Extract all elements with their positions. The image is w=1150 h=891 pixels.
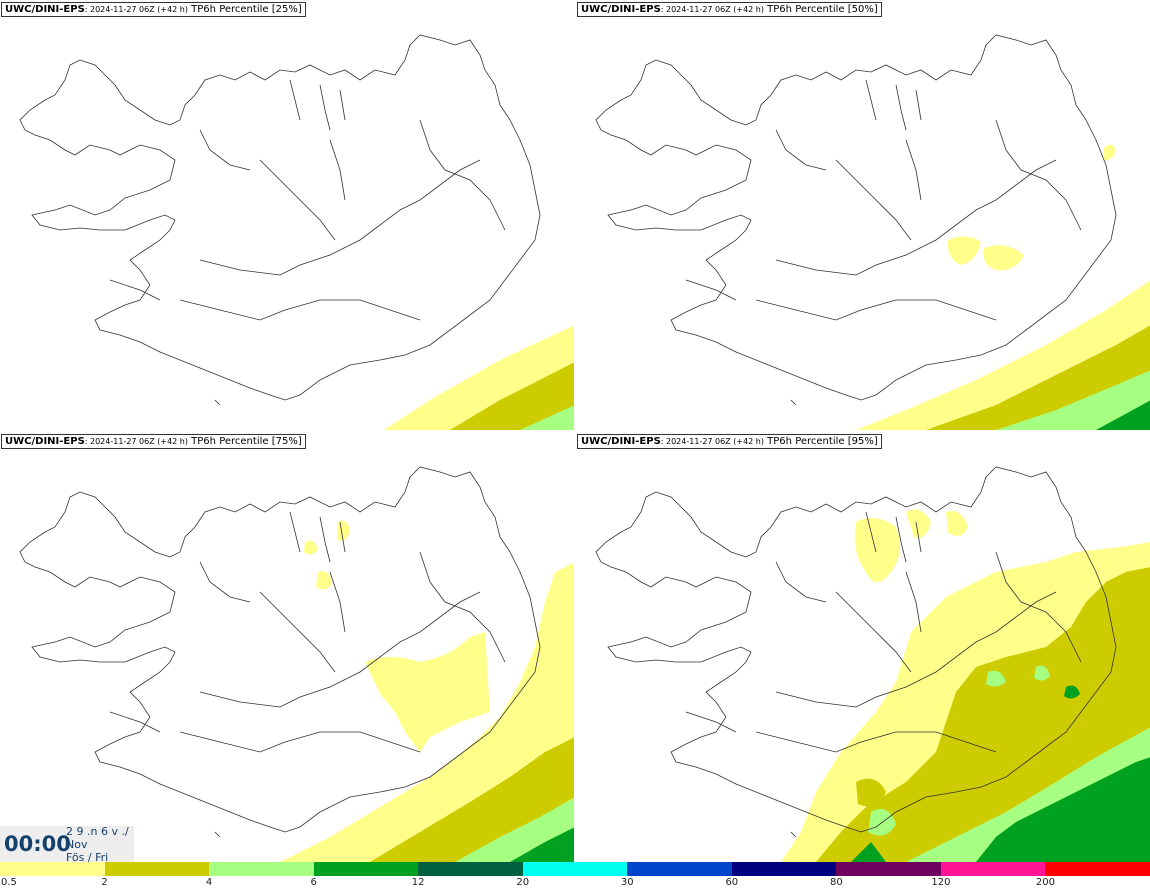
panel-title: UWC/DINI-EPS: 2024-11-27 06Z (+42 h) TP6… xyxy=(577,434,882,449)
panel-title: UWC/DINI-EPS: 2024-11-27 06Z (+42 h) TP6… xyxy=(1,434,306,449)
iceland-coastline-map xyxy=(19,34,541,406)
map-panel-p25: UWC/DINI-EPS: 2024-11-27 06Z (+42 h) TP6… xyxy=(0,0,575,430)
colorbar-segment xyxy=(104,862,210,876)
precip-map xyxy=(19,34,575,430)
precip-green-area xyxy=(976,757,1150,862)
valid-time: 00:00 xyxy=(4,832,71,856)
precip-lightgreen-patch xyxy=(986,670,1006,687)
precip-darkgreen-patch xyxy=(1064,685,1080,699)
colorbar-segment xyxy=(522,862,628,876)
valid-day: 2 9 .n 6 v ./ xyxy=(66,825,129,838)
precip-yellow-patch xyxy=(338,520,350,541)
valid-weekday: Fös / Fri xyxy=(66,852,109,862)
colorbar-ticks: 0.5 2 4 6 12 20 30 60 80 120 200 xyxy=(0,877,1150,891)
colorbar-segment xyxy=(731,862,837,876)
precip-yellow-patch xyxy=(304,540,318,555)
panel-title: UWC/DINI-EPS: 2024-11-27 06Z (+42 h) TP6… xyxy=(1,2,306,17)
precip-yellow-area xyxy=(365,632,490,752)
colorbar-tick-label: 60 xyxy=(725,877,739,888)
colorbar-tick-label: 30 xyxy=(620,877,634,888)
map-panel-p95: UWC/DINI-EPS: 2024-11-27 06Z (+42 h) TP6… xyxy=(576,432,1150,862)
precip-green-area xyxy=(510,827,575,862)
precip-yellow-patch xyxy=(854,518,900,582)
precip-green-area xyxy=(1096,400,1150,430)
precip-olive-area xyxy=(450,362,575,430)
colorbar-tick-label: 200 xyxy=(1035,877,1055,888)
precip-yellow-patch xyxy=(316,571,332,590)
colorbar-tick-label: 20 xyxy=(516,877,530,888)
colorbar-tick-label: 12 xyxy=(411,877,425,888)
colorbar-segment xyxy=(209,862,314,876)
precip-yellow-patch xyxy=(906,509,931,538)
map-panel-p75: UWC/DINI-EPS: 2024-11-27 06Z (+42 h) TP6… xyxy=(0,432,575,862)
colorbar-segment xyxy=(940,862,1046,876)
precip-olive-patch xyxy=(856,778,886,807)
precip-yellow-patch xyxy=(1104,144,1116,161)
colorbar-tick-label: 2 xyxy=(101,877,108,888)
precip-lightgreen-area xyxy=(996,370,1150,430)
precip-map xyxy=(595,466,1150,862)
precip-map xyxy=(595,34,1150,430)
precip-lightgreen-area xyxy=(520,405,575,430)
colorbar-tick-label: 120 xyxy=(931,877,951,888)
colorbar-segment xyxy=(836,862,941,876)
colorbar-tick-label: 4 xyxy=(205,877,213,888)
colorbar-segment xyxy=(313,862,419,876)
precip-yellow-patch xyxy=(946,511,968,536)
precip-colorbar xyxy=(0,862,1150,876)
colorbar-segment xyxy=(627,862,732,876)
map-panel-p50: UWC/DINI-EPS: 2024-11-27 06Z (+42 h) TP6… xyxy=(576,0,1150,430)
colorbar-tick-label: 80 xyxy=(829,877,843,888)
panel-title: UWC/DINI-EPS: 2024-11-27 06Z (+42 h) TP6… xyxy=(577,2,882,17)
panel-divider xyxy=(574,0,576,862)
colorbar-segment xyxy=(418,862,523,876)
valid-month: Nov xyxy=(66,838,88,851)
precip-map xyxy=(19,466,575,862)
valid-time-box: 00:00 2 9 .n 6 v ./ Nov Fös / Fri xyxy=(0,826,134,862)
colorbar-segment xyxy=(0,862,105,876)
colorbar-tick-label: 0.5 xyxy=(1,877,17,888)
precip-lightgreen-patch xyxy=(1034,665,1050,681)
precip-green-area xyxy=(851,842,886,862)
precip-yellow-patch xyxy=(947,236,981,265)
precip-yellow-patch xyxy=(983,245,1024,271)
colorbar-tick-label: 6 xyxy=(310,877,317,888)
colorbar-segment xyxy=(1045,862,1150,876)
